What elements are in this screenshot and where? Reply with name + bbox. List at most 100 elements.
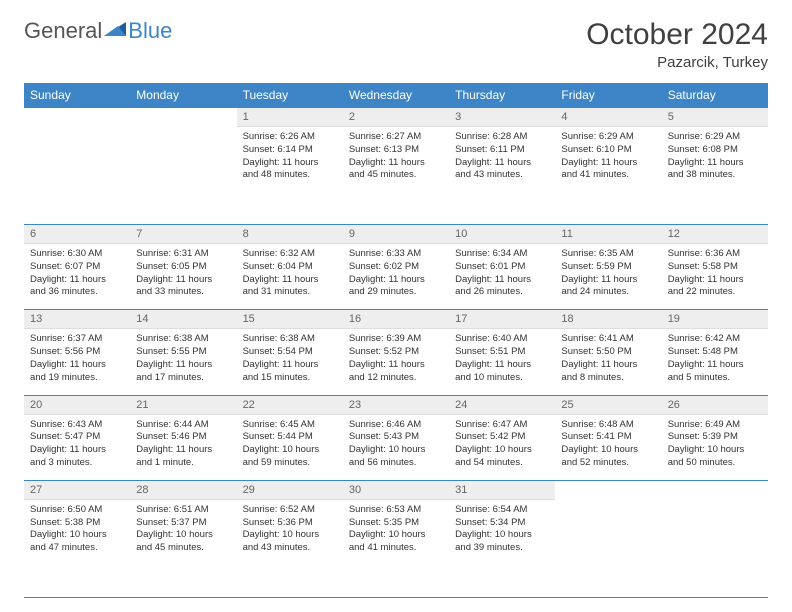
daylight-text: Daylight: 11 hours and 8 minutes. [561, 359, 655, 385]
day-number: 4 [555, 108, 661, 127]
sunset-text: Sunset: 5:42 PM [455, 431, 549, 444]
day-body: Sunrise: 6:29 AMSunset: 6:10 PMDaylight:… [555, 127, 661, 192]
sunset-text: Sunset: 5:43 PM [349, 431, 443, 444]
day-body: Sunrise: 6:38 AMSunset: 5:54 PMDaylight:… [237, 329, 343, 394]
day-number: 3 [449, 108, 555, 127]
day-number: 19 [662, 310, 768, 329]
calendar-table: SundayMondayTuesdayWednesdayThursdayFrid… [24, 83, 768, 598]
day-body: Sunrise: 6:26 AMSunset: 6:14 PMDaylight:… [237, 127, 343, 192]
calendar-cell: 11Sunrise: 6:35 AMSunset: 5:59 PMDayligh… [555, 225, 661, 310]
sunset-text: Sunset: 5:35 PM [349, 517, 443, 530]
day-number: 9 [343, 225, 449, 244]
day-body: Sunrise: 6:27 AMSunset: 6:13 PMDaylight:… [343, 127, 449, 192]
calendar-cell [24, 108, 130, 225]
calendar-cell: 31Sunrise: 6:54 AMSunset: 5:34 PMDayligh… [449, 480, 555, 597]
day-number: 15 [237, 310, 343, 329]
sunrise-text: Sunrise: 6:46 AM [349, 419, 443, 432]
month-title: October 2024 [586, 18, 768, 52]
day-header: Wednesday [343, 83, 449, 108]
calendar-cell: 14Sunrise: 6:38 AMSunset: 5:55 PMDayligh… [130, 310, 236, 395]
daylight-text: Daylight: 11 hours and 41 minutes. [561, 157, 655, 183]
daylight-text: Daylight: 11 hours and 5 minutes. [668, 359, 762, 385]
day-body: Sunrise: 6:33 AMSunset: 6:02 PMDaylight:… [343, 244, 449, 309]
sunrise-text: Sunrise: 6:27 AM [349, 131, 443, 144]
calendar-cell: 7Sunrise: 6:31 AMSunset: 6:05 PMDaylight… [130, 225, 236, 310]
day-number: 28 [130, 481, 236, 500]
day-number: 22 [237, 396, 343, 415]
day-number: 21 [130, 396, 236, 415]
day-number: 7 [130, 225, 236, 244]
sunrise-text: Sunrise: 6:32 AM [243, 248, 337, 261]
daylight-text: Daylight: 10 hours and 52 minutes. [561, 444, 655, 470]
day-number: 29 [237, 481, 343, 500]
daylight-text: Daylight: 11 hours and 38 minutes. [668, 157, 762, 183]
calendar-cell: 5Sunrise: 6:29 AMSunset: 6:08 PMDaylight… [662, 108, 768, 225]
calendar-cell: 21Sunrise: 6:44 AMSunset: 5:46 PMDayligh… [130, 395, 236, 480]
sunrise-text: Sunrise: 6:38 AM [136, 333, 230, 346]
sunrise-text: Sunrise: 6:38 AM [243, 333, 337, 346]
sunset-text: Sunset: 6:08 PM [668, 144, 762, 157]
day-body: Sunrise: 6:35 AMSunset: 5:59 PMDaylight:… [555, 244, 661, 309]
sunrise-text: Sunrise: 6:49 AM [668, 419, 762, 432]
logo: General Blue [24, 18, 172, 44]
day-body: Sunrise: 6:37 AMSunset: 5:56 PMDaylight:… [24, 329, 130, 394]
daylight-text: Daylight: 11 hours and 19 minutes. [30, 359, 124, 385]
daylight-text: Daylight: 10 hours and 43 minutes. [243, 529, 337, 555]
daylight-text: Daylight: 11 hours and 10 minutes. [455, 359, 549, 385]
sunset-text: Sunset: 6:11 PM [455, 144, 549, 157]
sunset-text: Sunset: 5:47 PM [30, 431, 124, 444]
day-number: 6 [24, 225, 130, 244]
calendar-cell: 28Sunrise: 6:51 AMSunset: 5:37 PMDayligh… [130, 480, 236, 597]
daylight-text: Daylight: 11 hours and 3 minutes. [30, 444, 124, 470]
daylight-text: Daylight: 11 hours and 24 minutes. [561, 274, 655, 300]
sunrise-text: Sunrise: 6:33 AM [349, 248, 443, 261]
calendar-cell [662, 480, 768, 597]
day-body: Sunrise: 6:54 AMSunset: 5:34 PMDaylight:… [449, 500, 555, 565]
daylight-text: Daylight: 11 hours and 33 minutes. [136, 274, 230, 300]
daylight-text: Daylight: 11 hours and 31 minutes. [243, 274, 337, 300]
daylight-text: Daylight: 11 hours and 12 minutes. [349, 359, 443, 385]
day-number: 26 [662, 396, 768, 415]
day-number: 12 [662, 225, 768, 244]
day-header: Tuesday [237, 83, 343, 108]
calendar-cell: 16Sunrise: 6:39 AMSunset: 5:52 PMDayligh… [343, 310, 449, 395]
daylight-text: Daylight: 11 hours and 17 minutes. [136, 359, 230, 385]
daylight-text: Daylight: 11 hours and 45 minutes. [349, 157, 443, 183]
day-number: 14 [130, 310, 236, 329]
calendar-cell: 6Sunrise: 6:30 AMSunset: 6:07 PMDaylight… [24, 225, 130, 310]
day-body: Sunrise: 6:48 AMSunset: 5:41 PMDaylight:… [555, 415, 661, 480]
sunset-text: Sunset: 5:50 PM [561, 346, 655, 359]
day-number: 13 [24, 310, 130, 329]
day-header: Friday [555, 83, 661, 108]
header: General Blue October 2024 Pazarcik, Turk… [24, 18, 768, 71]
calendar-cell: 3Sunrise: 6:28 AMSunset: 6:11 PMDaylight… [449, 108, 555, 225]
sunset-text: Sunset: 5:37 PM [136, 517, 230, 530]
day-number: 8 [237, 225, 343, 244]
calendar-cell: 25Sunrise: 6:48 AMSunset: 5:41 PMDayligh… [555, 395, 661, 480]
sunrise-text: Sunrise: 6:44 AM [136, 419, 230, 432]
calendar-row: 20Sunrise: 6:43 AMSunset: 5:47 PMDayligh… [24, 395, 768, 480]
logo-text-general: General [24, 18, 102, 44]
day-number: 10 [449, 225, 555, 244]
sunrise-text: Sunrise: 6:45 AM [243, 419, 337, 432]
daylight-text: Daylight: 10 hours and 59 minutes. [243, 444, 337, 470]
calendar-cell: 29Sunrise: 6:52 AMSunset: 5:36 PMDayligh… [237, 480, 343, 597]
sunset-text: Sunset: 6:01 PM [455, 261, 549, 274]
sunset-text: Sunset: 5:54 PM [243, 346, 337, 359]
calendar-cell: 12Sunrise: 6:36 AMSunset: 5:58 PMDayligh… [662, 225, 768, 310]
day-body: Sunrise: 6:34 AMSunset: 6:01 PMDaylight:… [449, 244, 555, 309]
sunrise-text: Sunrise: 6:50 AM [30, 504, 124, 517]
sunrise-text: Sunrise: 6:30 AM [30, 248, 124, 261]
sunset-text: Sunset: 6:13 PM [349, 144, 443, 157]
sunset-text: Sunset: 5:59 PM [561, 261, 655, 274]
day-header: Sunday [24, 83, 130, 108]
calendar-cell: 23Sunrise: 6:46 AMSunset: 5:43 PMDayligh… [343, 395, 449, 480]
sunrise-text: Sunrise: 6:34 AM [455, 248, 549, 261]
calendar-cell: 27Sunrise: 6:50 AMSunset: 5:38 PMDayligh… [24, 480, 130, 597]
day-number: 5 [662, 108, 768, 127]
day-number: 30 [343, 481, 449, 500]
sunset-text: Sunset: 5:48 PM [668, 346, 762, 359]
sunset-text: Sunset: 6:04 PM [243, 261, 337, 274]
daylight-text: Daylight: 10 hours and 41 minutes. [349, 529, 443, 555]
sunrise-text: Sunrise: 6:26 AM [243, 131, 337, 144]
